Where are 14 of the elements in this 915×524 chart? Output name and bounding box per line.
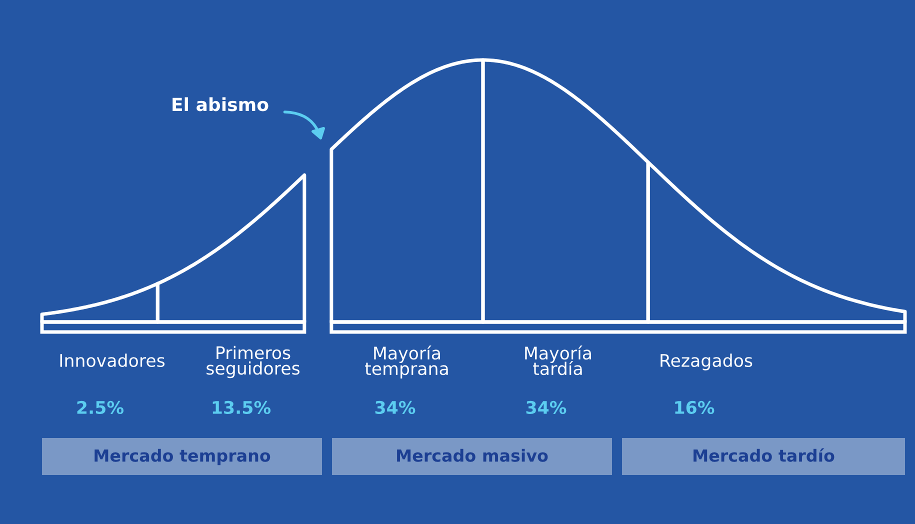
category-label: Rezagados: [660, 354, 752, 370]
category-label: Mayoría temprana: [365, 346, 448, 378]
data-label: 16%: [675, 400, 714, 414]
category-label: Mayoría tardía: [525, 346, 591, 376]
category-label: Innovadores: [60, 354, 165, 368]
data-label: 13.5%: [212, 400, 271, 414]
text: El abismo: [172, 97, 268, 112]
text: Mercado tardío: [694, 448, 834, 462]
category-label: Primeros seguidores: [206, 346, 300, 378]
text: Mercado masivo: [397, 448, 548, 462]
data-label: 2.5%: [77, 400, 124, 414]
text: Mercado temprano: [94, 448, 270, 466]
data-label: 34%: [526, 400, 566, 414]
data-label: 34%: [375, 400, 416, 414]
